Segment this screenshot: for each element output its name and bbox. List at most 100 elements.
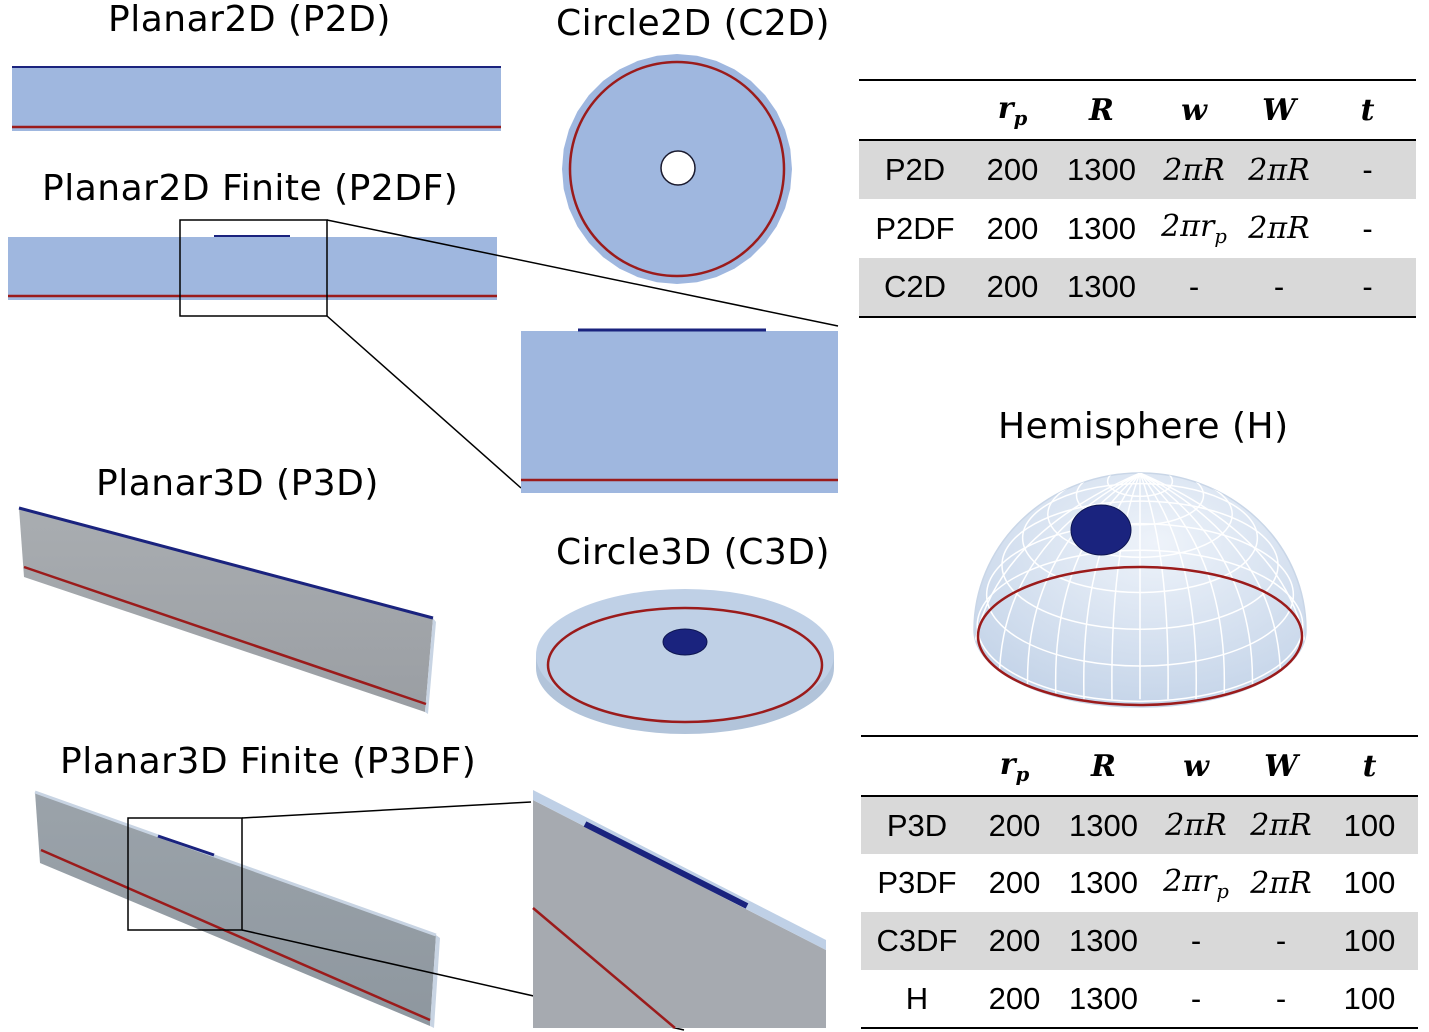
W-value-cell: -	[1275, 980, 1287, 1016]
hemisphere-mesh-line	[1139, 473, 1306, 700]
w-value-cell: 2πrp	[1163, 863, 1229, 903]
header-t: t	[1362, 748, 1377, 784]
table-row: P2D 200 1300 2πR 2πR -	[859, 140, 1416, 199]
header-R: R	[1089, 92, 1114, 128]
w-value-cell: 2πR	[1151, 796, 1241, 854]
hemisphere-mesh-line	[1139, 473, 1226, 700]
R-value-cell: 1300	[1069, 980, 1138, 1016]
R-value-cell: 1300	[1069, 865, 1138, 900]
title-planar3d-finite: Planar3D Finite (P3DF)	[60, 741, 477, 782]
table-row: C2D 200 1300- - -	[859, 258, 1416, 317]
R-value-cell: 1300	[1054, 140, 1149, 199]
zoom-inset-2d	[521, 328, 838, 493]
hemisphere-mesh-line	[1139, 473, 1169, 700]
planar3d-slab-edge	[425, 618, 436, 714]
W-value-cell: 2πR	[1241, 796, 1321, 854]
header-blank	[859, 80, 971, 140]
W-value-cell: 2πR	[1239, 140, 1319, 199]
W-value-cell: -	[1241, 912, 1321, 970]
hemisphere-mesh	[974, 473, 1306, 703]
parameter-table-3d: rp R w W t P3D 200 1300 2πR 2πR 100 P3DF 200 130…	[861, 735, 1418, 1029]
rp-value-cell: 200	[973, 796, 1056, 854]
model-name-cell: P2D	[859, 140, 971, 199]
table-row: P3DF 200 1300 2πrp 2πR 100	[861, 854, 1418, 912]
W-value-cell: 2πR	[1250, 865, 1312, 901]
w-value-cell: -	[1190, 980, 1202, 1016]
hemisphere-mesh-line	[998, 473, 1141, 700]
hemisphere-ground-ring	[976, 565, 1304, 707]
planar3d-slab-face	[19, 508, 433, 712]
model-name-cell: P2DF	[875, 210, 955, 246]
table-3d-header-row: rp R w W t	[861, 736, 1418, 796]
hemisphere-mesh-line	[1139, 473, 1254, 700]
t-value-cell: 100	[1321, 796, 1418, 854]
planar3d-electrode	[18, 506, 434, 620]
header-blank	[861, 736, 973, 796]
planar3d-finite-ground-line	[40, 848, 431, 1022]
W-value-cell: -	[1239, 258, 1319, 317]
table-2d-header-row: rp R w W t	[859, 80, 1416, 140]
t-value-cell: 100	[1343, 865, 1396, 900]
planar3d-finite-top-edge	[34, 790, 437, 937]
parameter-table-2d: rp R w W t P2D 200 1300 2πR 2πR - P2DF 200 1300 2…	[859, 79, 1416, 318]
header-W: W	[1264, 748, 1298, 784]
title-planar2d-finite: Planar2D Finite (P2DF)	[42, 168, 459, 209]
model-name-cell: C3DF	[861, 912, 973, 970]
t-value-cell: 100	[1321, 912, 1418, 970]
table-row: P3D 200 1300 2πR 2πR 100	[861, 796, 1418, 854]
t-value-cell: 100	[1343, 980, 1396, 1016]
model-name-cell: H	[905, 980, 929, 1016]
circle3d-drawing	[536, 589, 834, 734]
zoom-inset-3d-electrode	[583, 821, 749, 909]
zoom-connector-2d-top	[326, 219, 839, 327]
t-value-cell: -	[1319, 140, 1416, 199]
planar3d-finite-electrode	[157, 834, 215, 857]
planar2d-domain	[12, 67, 501, 131]
model-name-cell: P3DF	[877, 865, 957, 900]
hemisphere-mesh-line	[1139, 473, 1282, 700]
planar2d-finite-domain	[8, 237, 497, 300]
planar3d-ground-line	[23, 565, 427, 706]
header-rp: rp	[997, 90, 1028, 130]
R-value-cell: 1300	[1056, 796, 1151, 854]
w-value-cell: 2πR	[1149, 140, 1239, 199]
header-t: t	[1360, 92, 1375, 128]
zoom-box-2d	[179, 219, 328, 317]
header-w: w	[1181, 92, 1207, 128]
title-hemisphere: Hemisphere (H)	[998, 406, 1289, 447]
planar2d-drawing	[12, 66, 501, 131]
R-value-cell: 1300	[1054, 258, 1149, 317]
title-circle3d: Circle3D (C3D)	[556, 532, 831, 573]
rp-value-cell: 200	[986, 210, 1039, 246]
w-value-cell: -	[1151, 912, 1241, 970]
header-rp: rp	[999, 746, 1030, 786]
zoom-inset-3d-slab-face	[533, 800, 826, 1028]
t-value-cell: -	[1362, 210, 1373, 246]
circle2d-drawing	[562, 54, 792, 284]
planar3d-finite-slab-face	[35, 792, 436, 1026]
circle3d-electrode	[662, 628, 708, 656]
rp-value-cell: 200	[988, 865, 1041, 900]
circle2d-ground-ring	[568, 60, 786, 278]
header-w: w	[1183, 748, 1209, 784]
circle3d-ground-ring	[546, 606, 824, 724]
zoom-box-3d	[127, 817, 243, 931]
w-value-cell: -	[1149, 258, 1239, 317]
rp-value-cell: 200	[971, 258, 1054, 317]
circle2d-electrode-hole	[660, 150, 696, 186]
W-value-cell: 2πR	[1248, 211, 1310, 246]
zoom-inset-3d-ground-line	[532, 907, 676, 1029]
title-planar2d: Planar2D (P2D)	[108, 0, 391, 40]
table-row: C3DF 200 1300- -100	[861, 912, 1418, 970]
hemisphere-mesh-line	[1026, 473, 1141, 700]
hemisphere-drawing	[973, 472, 1307, 708]
rp-value-cell: 200	[973, 912, 1056, 970]
zoom-inset-3d	[532, 790, 826, 1029]
rp-value-cell: 200	[971, 140, 1054, 199]
title-planar3d: Planar3D (P3D)	[96, 463, 379, 504]
R-value-cell: 1300	[1056, 912, 1151, 970]
hemisphere-mesh-line	[974, 473, 1141, 700]
w-value-cell: 2πrp	[1161, 209, 1227, 248]
rp-value-cell: 200	[988, 980, 1041, 1016]
zoom-connector-3d-top	[241, 801, 532, 819]
